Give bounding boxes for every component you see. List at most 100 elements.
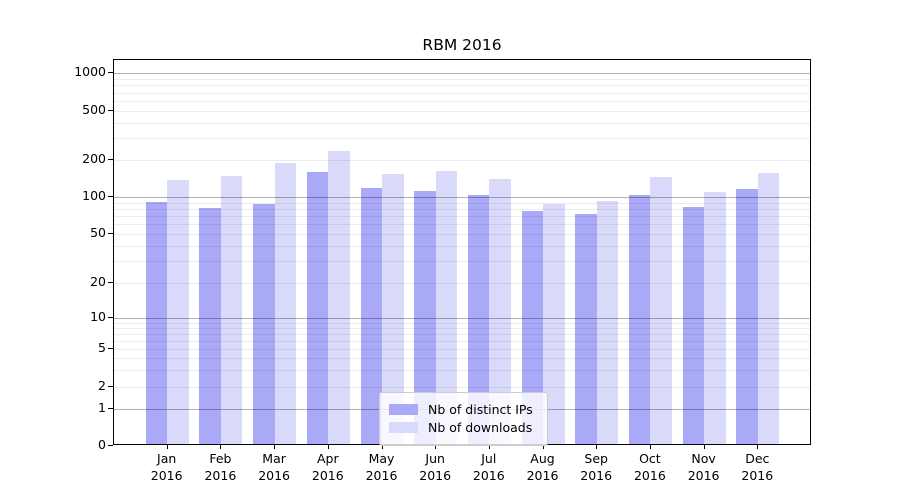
x-tick-label-mar: Mar 2016 bbox=[258, 451, 290, 483]
grid-line-major-10 bbox=[114, 318, 810, 319]
grid-line-minor-900 bbox=[114, 78, 810, 80]
grid-line-minor-70 bbox=[114, 215, 810, 217]
bar-jul-downloads bbox=[489, 178, 511, 444]
y-tick-label-50: 50 bbox=[90, 224, 106, 240]
bar-aug-distinct-ips bbox=[521, 210, 543, 444]
x-tick-label-jun: Jun 2016 bbox=[419, 451, 452, 483]
bar-may-downloads bbox=[382, 174, 404, 444]
bar-jun-downloads bbox=[435, 170, 458, 444]
bar-jun-distinct-ips bbox=[414, 190, 436, 444]
y-tick-mark-500 bbox=[108, 110, 113, 111]
y-tick-label-5: 5 bbox=[98, 340, 106, 355]
x-tick-mark-jul bbox=[488, 445, 490, 449]
grid-line-minor-8 bbox=[114, 328, 810, 329]
bar-sep-distinct-ips bbox=[575, 213, 597, 444]
grid-line-minor-3 bbox=[114, 369, 810, 371]
bar-dec-downloads bbox=[757, 173, 780, 444]
x-tick-mark-aug bbox=[542, 445, 544, 449]
x-tick-label-feb: Feb 2016 bbox=[204, 451, 237, 483]
grid-line-minor-30 bbox=[114, 261, 810, 263]
grid-line-minor-4 bbox=[114, 358, 810, 360]
legend-swatch-distinct-ips bbox=[389, 404, 418, 415]
legend-label-distinct-ips: Nb of distinct IPs bbox=[428, 402, 533, 417]
y-tick-label-20: 20 bbox=[90, 274, 106, 289]
bar-oct-downloads bbox=[650, 177, 672, 444]
y-tick-mark-1 bbox=[108, 408, 113, 409]
bar-jan-downloads bbox=[167, 180, 189, 444]
x-tick-label-apr: Apr 2016 bbox=[311, 451, 344, 483]
bar-mar-downloads bbox=[274, 162, 297, 444]
x-tick-label-may: May 2016 bbox=[365, 451, 398, 483]
bar-sep-downloads bbox=[596, 201, 619, 444]
bar-nov-distinct-ips bbox=[682, 206, 705, 444]
grid-line-minor-60 bbox=[114, 223, 810, 225]
bar-apr-distinct-ips bbox=[306, 171, 329, 444]
bar-mar-distinct-ips bbox=[253, 204, 275, 444]
grid-line-minor-600 bbox=[114, 101, 810, 102]
grid-line-minor-9 bbox=[114, 322, 810, 324]
bar-may-distinct-ips bbox=[360, 187, 382, 444]
grid-line-minor-40 bbox=[114, 245, 810, 247]
x-tick-mark-mar bbox=[274, 445, 276, 449]
y-tick-mark-200 bbox=[108, 159, 113, 160]
y-tick-label-100: 100 bbox=[82, 188, 106, 203]
x-tick-label-jul: Jul 2016 bbox=[472, 451, 505, 483]
y-tick-mark-1000 bbox=[108, 72, 113, 73]
grid-line-minor-80 bbox=[114, 208, 810, 210]
legend-swatch-downloads bbox=[389, 422, 418, 433]
grid-line-minor-50 bbox=[114, 233, 810, 235]
bar-apr-downloads bbox=[328, 150, 350, 444]
y-tick-label-500: 500 bbox=[82, 102, 106, 117]
grid-line-minor-300 bbox=[114, 138, 810, 140]
x-tick-label-jan: Jan 2016 bbox=[150, 451, 183, 483]
grid-line-minor-400 bbox=[114, 122, 810, 124]
bar-jan-distinct-ips bbox=[145, 201, 168, 444]
y-tick-mark-20 bbox=[108, 282, 113, 283]
grid-line-minor-7 bbox=[114, 334, 810, 335]
x-tick-label-oct: Oct 2016 bbox=[633, 451, 666, 483]
grid-layer bbox=[114, 60, 810, 444]
x-tick-label-aug: Aug 2016 bbox=[526, 451, 559, 483]
x-tick-mark-nov bbox=[703, 445, 705, 449]
x-tick-mark-feb bbox=[220, 445, 222, 449]
legend-item-distinct-ips: Nb of distinct IPs bbox=[389, 402, 538, 417]
x-tick-label-dec: Dec 2016 bbox=[741, 451, 774, 483]
y-tick-mark-2 bbox=[108, 385, 113, 387]
grid-line-major-1000 bbox=[114, 73, 810, 74]
x-tick-mark-sep bbox=[596, 445, 598, 449]
grid-line-minor-6 bbox=[114, 340, 810, 342]
x-tick-mark-jun bbox=[435, 445, 437, 449]
y-tick-mark-5 bbox=[108, 348, 113, 349]
y-tick-mark-0 bbox=[108, 445, 113, 446]
grid-line-minor-800 bbox=[114, 85, 810, 87]
grid-line-minor-5 bbox=[114, 349, 810, 350]
legend-item-downloads: Nb of downloads bbox=[389, 420, 538, 435]
y-tick-label-10: 10 bbox=[90, 309, 106, 324]
plot-area: Nb of distinct IPs Nb of downloads bbox=[113, 59, 811, 446]
y-tick-mark-100 bbox=[108, 196, 113, 197]
bars-layer bbox=[114, 60, 810, 444]
y-tick-label-0: 0 bbox=[98, 437, 106, 452]
bar-feb-downloads bbox=[220, 175, 243, 444]
grid-line-minor-2 bbox=[114, 386, 810, 388]
legend-label-downloads: Nb of downloads bbox=[428, 420, 533, 435]
grid-line-minor-200 bbox=[114, 160, 810, 161]
y-tick-label-2: 2 bbox=[98, 377, 106, 393]
grid-line-minor-500 bbox=[114, 111, 810, 112]
grid-line-minor-700 bbox=[114, 92, 810, 94]
x-tick-label-sep: Sep 2016 bbox=[580, 451, 613, 483]
bar-jul-distinct-ips bbox=[467, 195, 490, 444]
x-tick-mark-may bbox=[381, 445, 383, 449]
grid-line-minor-90 bbox=[114, 202, 810, 204]
bar-nov-downloads bbox=[704, 191, 726, 444]
bar-aug-downloads bbox=[543, 204, 565, 444]
x-tick-mark-dec bbox=[757, 445, 759, 449]
grid-line-major-100 bbox=[114, 197, 810, 198]
y-tick-mark-50 bbox=[108, 232, 113, 234]
y-tick-mark-10 bbox=[108, 317, 113, 318]
bar-dec-distinct-ips bbox=[736, 189, 758, 444]
chart-title: RBM 2016 bbox=[422, 36, 502, 54]
x-tick-label-nov: Nov 2016 bbox=[687, 451, 720, 483]
legend: Nb of distinct IPs Nb of downloads bbox=[379, 392, 548, 446]
